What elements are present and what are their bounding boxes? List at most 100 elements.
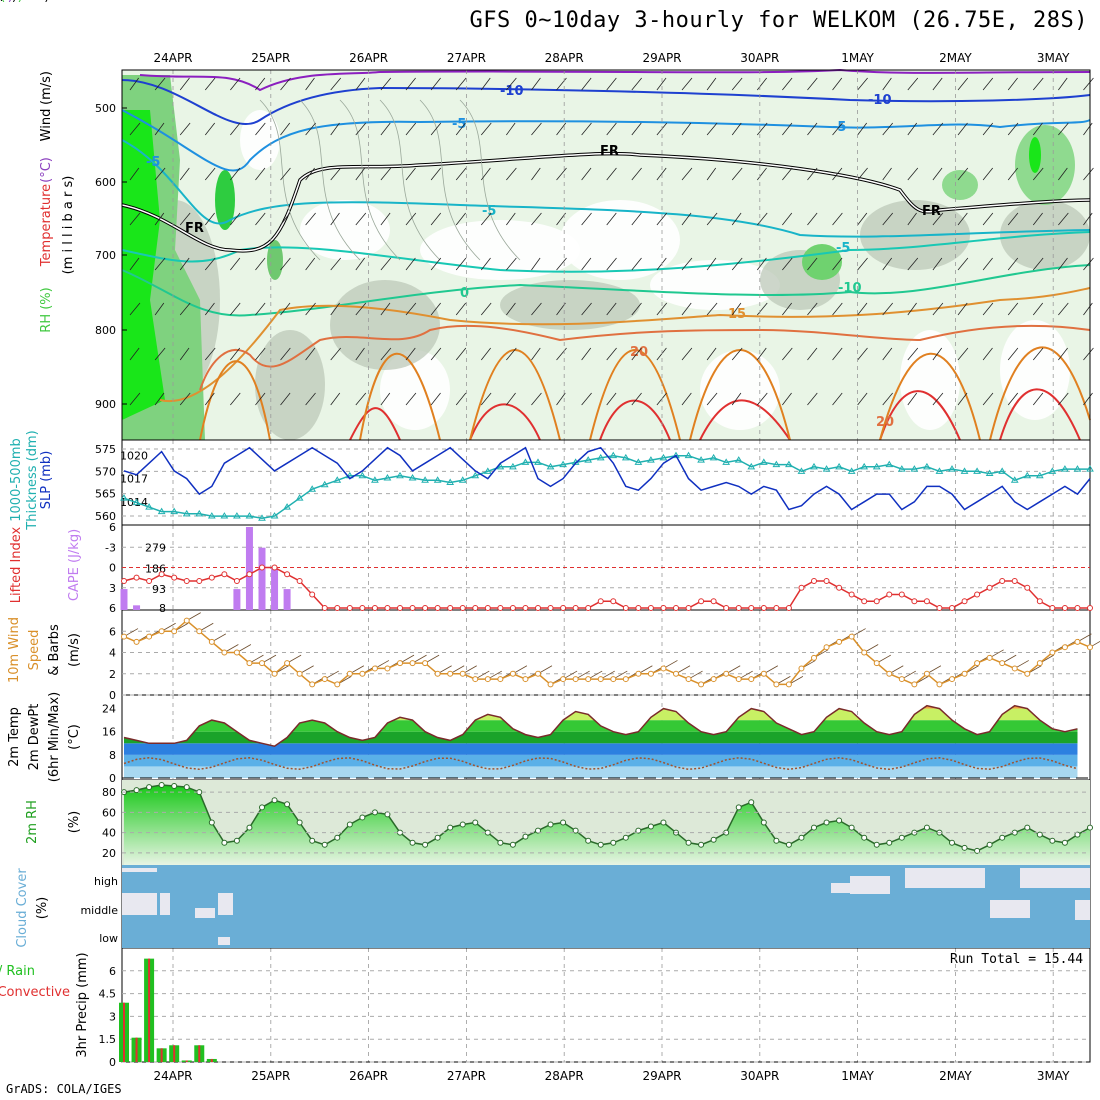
wind-speed-line-point xyxy=(171,628,178,635)
lifted-index-line-point xyxy=(196,578,203,584)
lifted-index-line-point xyxy=(1074,605,1081,611)
thickness-line-point xyxy=(471,471,480,479)
wind-barb xyxy=(957,302,968,316)
wind-barb xyxy=(230,302,241,316)
rh-2m-line-point xyxy=(685,839,692,846)
wind-barb xyxy=(556,347,567,361)
wind-barb xyxy=(506,347,517,361)
wind-barb xyxy=(179,167,190,181)
rh-2m-line-point xyxy=(999,834,1006,841)
wind-barb xyxy=(681,77,693,91)
lifted-index-line-point xyxy=(685,605,692,611)
wind-barb xyxy=(907,212,917,226)
lifted-index-line-point xyxy=(233,578,240,584)
panel-label-wind: 10m Wind xyxy=(7,617,22,683)
wind-barb xyxy=(807,392,818,406)
rh-2m-line-point xyxy=(635,827,642,834)
wind-speed-line-point xyxy=(723,670,730,677)
lifted-index-line-point xyxy=(911,598,918,605)
precip-conv-bar xyxy=(185,1060,188,1062)
wind-speed-line-point xyxy=(547,681,554,688)
rh-2m-line-point xyxy=(823,819,830,826)
rh-2m-line-point xyxy=(397,829,403,836)
panel-label-temp: (6hr Min/Max) xyxy=(47,692,62,782)
wind-barb xyxy=(280,302,291,316)
wind-barb xyxy=(1058,122,1069,136)
rh-contour xyxy=(299,99,361,261)
slp-tick-label: 1017 xyxy=(120,473,148,486)
panel-label-cape: CAPE (J/kg) xyxy=(67,529,82,601)
wind-barb xyxy=(731,392,742,406)
thickness-line-point xyxy=(233,512,241,519)
cape-bar xyxy=(133,605,141,610)
wind-barb xyxy=(882,122,894,136)
wind-barb xyxy=(756,77,767,91)
wind-barb xyxy=(556,167,567,181)
wind-barb xyxy=(280,122,291,136)
wind-barb xyxy=(581,347,592,361)
wind-barb xyxy=(230,212,241,226)
wind-barb xyxy=(1032,347,1044,361)
wind-barb xyxy=(581,302,592,316)
wind-barb xyxy=(280,77,291,91)
wind-speed-line-point xyxy=(1049,649,1056,656)
wind-barb xyxy=(480,347,491,361)
rh-2m-line-point xyxy=(509,841,516,848)
wind-barb xyxy=(857,347,868,361)
wind-speed-line-point xyxy=(484,676,491,683)
thickness-line-point xyxy=(923,462,931,470)
wind-speed-line-point xyxy=(208,638,215,645)
wind-barb xyxy=(1058,347,1068,361)
lifted-index-line-point xyxy=(497,605,504,611)
thickness-tick-label: 565 xyxy=(95,488,116,501)
lifted-index-line-point xyxy=(208,574,215,581)
wind-barb xyxy=(731,167,743,181)
panel-label-wind: & Barbs xyxy=(47,624,62,676)
wind-barb xyxy=(154,347,166,361)
rh-2m-line-point xyxy=(647,823,654,830)
cloud-panel: high middle low xyxy=(80,865,1090,948)
pressure-tick-label: 600 xyxy=(95,176,116,189)
wind-barb xyxy=(380,392,391,406)
wind-barb xyxy=(982,212,994,226)
thickness-line-point xyxy=(320,480,329,488)
rh-2m-line-point xyxy=(522,833,529,840)
wind-barb xyxy=(255,122,266,136)
rh-2m-line-point xyxy=(459,821,466,828)
wind-barb xyxy=(1083,167,1094,181)
precip-conv-bar xyxy=(210,1058,213,1062)
lifted-index-line-point xyxy=(371,605,378,611)
cloud-clear xyxy=(831,883,861,893)
wind-speed-line-point xyxy=(974,660,981,667)
credit-label: GrADS: COLA/IGES xyxy=(6,1082,122,1096)
wind-barb xyxy=(380,257,392,271)
rh-2m-line-point xyxy=(346,821,353,828)
lifted-index-line-point xyxy=(246,571,253,578)
wind-speed-line-point xyxy=(923,670,930,677)
wind-speed-line-point xyxy=(710,676,717,683)
wind-barb xyxy=(631,122,642,136)
wind-barb xyxy=(480,167,491,181)
rh-2m-line-point xyxy=(622,834,629,841)
thickness-line-point xyxy=(785,460,793,468)
wind-speed-line-point xyxy=(748,676,755,683)
wind-barb xyxy=(380,302,391,316)
panel-label-upper: (°C) xyxy=(39,157,54,183)
wind-barb xyxy=(480,392,492,406)
wind-barb xyxy=(957,122,968,136)
wind-barb xyxy=(204,77,216,91)
cape-tick-label: 93 xyxy=(152,583,166,596)
wind-barb xyxy=(255,347,266,361)
temp-2m-line xyxy=(123,704,1078,748)
rh-2m-line-point xyxy=(146,784,153,791)
temp-tick-label: 24 xyxy=(102,703,116,716)
wind-barb xyxy=(355,212,367,226)
wind-speed-line-point xyxy=(760,670,767,677)
lifted-index-line-point xyxy=(158,571,165,578)
wind-barb xyxy=(731,77,743,91)
wind-barb xyxy=(907,122,918,136)
rh-2m-line-point xyxy=(798,834,805,841)
rh-contour xyxy=(379,99,441,261)
wind-speed-line-point xyxy=(685,676,692,683)
wind-barb xyxy=(1058,392,1069,406)
